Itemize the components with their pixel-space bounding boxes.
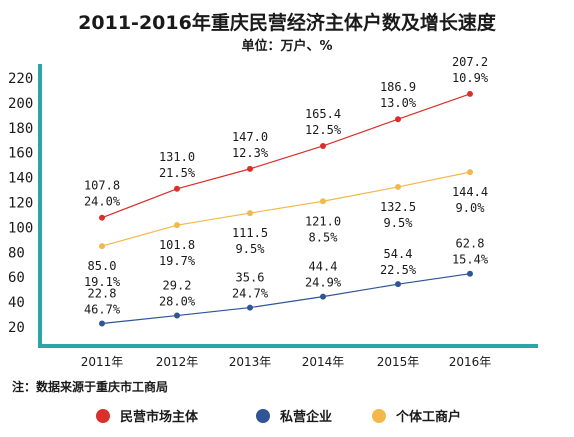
x-tick-label: 2015年 [377, 355, 420, 369]
value-label: 144.4 [452, 185, 488, 199]
data-point [320, 293, 326, 300]
value-label: 44.4 [309, 260, 338, 274]
data-point [247, 165, 253, 172]
legend-item-private-enterprise: 私营企业 [256, 406, 332, 425]
growth-label: 46.7% [84, 303, 121, 317]
data-point [395, 281, 401, 288]
data-point [174, 185, 180, 192]
x-tick-label: 2011年 [81, 355, 124, 369]
legend-label-private-enterprise: 私营企业 [280, 410, 333, 425]
x-tick-label: 2014年 [302, 355, 345, 369]
value-label: 131.0 [159, 150, 195, 164]
growth-label: 24.7% [232, 287, 269, 301]
growth-label: 24.0% [84, 195, 121, 209]
y-tick-label: 220 [8, 71, 33, 87]
data-point [174, 312, 180, 319]
data-point [99, 214, 105, 221]
y-tick-label: 180 [8, 121, 33, 137]
source-note: 注：数据来源于重庆市工商局 [12, 380, 169, 394]
y-tick-label: 60 [8, 270, 25, 286]
y-tick-label: 20 [8, 320, 25, 336]
growth-label: 28.0% [159, 295, 196, 309]
y-tick-label: 120 [8, 196, 33, 212]
y-tick-label: 200 [8, 96, 33, 112]
growth-label: 9.0% [456, 201, 486, 215]
x-tick-label: 2012年 [156, 355, 199, 369]
y-tick-label: 160 [8, 146, 33, 162]
value-label: 121.0 [305, 214, 341, 228]
y-tick-label: 40 [8, 295, 25, 311]
value-label: 35.6 [236, 271, 265, 285]
growth-label: 15.4% [452, 253, 489, 267]
growth-label: 12.5% [305, 123, 342, 137]
growth-label: 9.5% [236, 242, 266, 256]
value-label: 54.4 [384, 247, 413, 261]
value-label: 101.8 [159, 238, 195, 252]
legend-marker-individual-business [372, 408, 386, 423]
data-point [99, 243, 105, 250]
data-point [320, 198, 326, 205]
value-label: 85.0 [88, 259, 117, 273]
value-label: 207.2 [452, 55, 488, 69]
series-line [101, 93, 471, 219]
data-point [395, 183, 401, 190]
value-label: 111.5 [232, 226, 268, 240]
value-label: 62.8 [456, 237, 485, 251]
growth-label: 12.3% [232, 146, 269, 160]
data-point [467, 169, 473, 176]
data-point [467, 90, 473, 97]
value-label: 165.4 [305, 107, 341, 121]
data-point [395, 116, 401, 123]
series-line [101, 273, 471, 325]
x-tick-label: 2013年 [229, 355, 272, 369]
growth-label: 10.9% [452, 71, 489, 85]
chart-title: 2011-2016年重庆民营经济主体户数及增长速度 [78, 12, 496, 34]
data-point [174, 222, 180, 229]
x-tick-label: 2016年 [449, 355, 492, 369]
legend-marker-private-market [96, 408, 110, 423]
growth-label: 21.5% [159, 166, 196, 180]
series-line [101, 171, 471, 247]
value-label: 29.2 [163, 279, 192, 293]
y-tick-label: 80 [8, 245, 25, 261]
value-label: 22.8 [88, 287, 117, 301]
y-tick-label: 100 [8, 220, 33, 236]
legend-item-private-market: 民营市场主体 [96, 406, 198, 425]
data-point [99, 320, 105, 327]
chart-subtitle: 单位：万户、% [241, 39, 333, 54]
growth-label: 22.5% [380, 263, 417, 277]
legend-label-individual-business: 个体工商户 [396, 410, 462, 425]
growth-label: 8.5% [309, 230, 339, 244]
growth-label: 19.7% [159, 254, 196, 268]
legend: 民营市场主体 私营企业 个体工商户 [0, 406, 574, 428]
legend-marker-private-enterprise [256, 408, 270, 423]
growth-label: 24.9% [305, 276, 342, 290]
y-tick-label: 140 [8, 171, 33, 187]
data-point [247, 210, 253, 217]
growth-label: 9.5% [384, 216, 414, 230]
growth-label: 19.1% [84, 275, 121, 289]
legend-label-private-market: 民营市场主体 [120, 410, 199, 425]
value-label: 186.9 [380, 80, 416, 94]
data-point [320, 142, 326, 149]
growth-label: 13.0% [380, 96, 417, 110]
value-label: 147.0 [232, 130, 268, 144]
data-point [247, 304, 253, 311]
data-point [467, 270, 473, 277]
value-label: 132.5 [380, 200, 416, 214]
value-label: 107.8 [84, 179, 120, 193]
legend-item-individual-business: 个体工商户 [372, 406, 461, 425]
